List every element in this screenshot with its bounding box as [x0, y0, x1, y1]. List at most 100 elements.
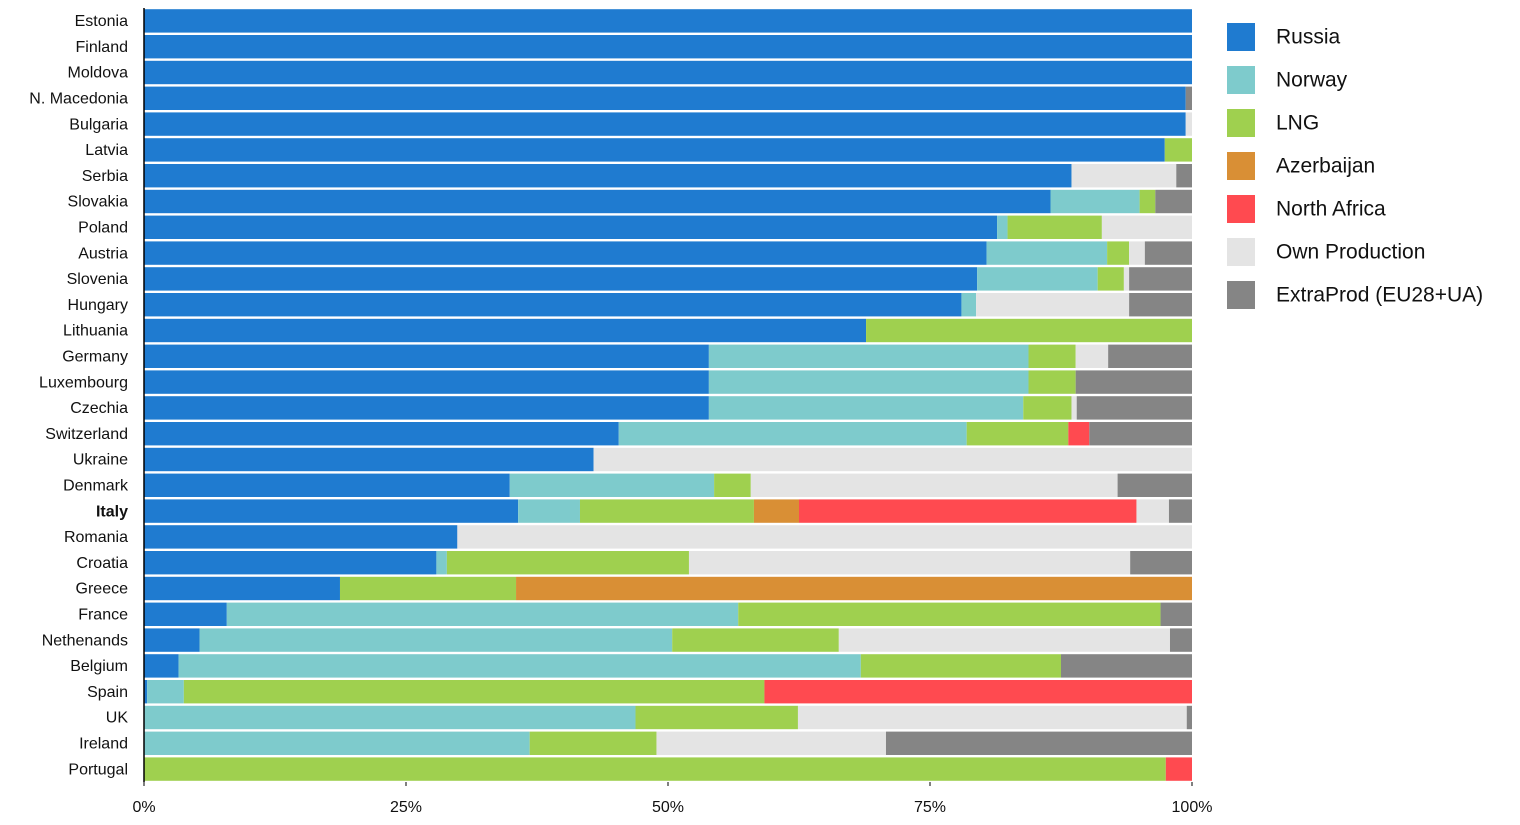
legend-swatch: [1227, 281, 1255, 309]
legend-label: North Africa: [1276, 198, 1386, 221]
bar-segment: [436, 551, 447, 575]
bar-segment: [764, 680, 1192, 704]
y-tick-label: Greece: [76, 581, 129, 598]
bar-segment: [144, 86, 1186, 110]
bar-segment: [144, 705, 636, 730]
bar-segment: [961, 293, 977, 317]
bar-segment: [144, 267, 978, 291]
bar-segment: [509, 473, 715, 497]
bar-segment: [226, 602, 739, 626]
bar-segment: [1028, 344, 1076, 368]
legend-label: Norway: [1276, 69, 1348, 92]
bar-segment: [593, 447, 1192, 472]
bar-segment: [1050, 189, 1140, 214]
bar-segment: [1130, 551, 1192, 575]
bar-segment: [1068, 422, 1090, 446]
y-tick-label: Serbia: [82, 168, 128, 185]
bar-segment: [144, 525, 458, 549]
bar-segment: [1129, 267, 1192, 291]
bar-segment: [1144, 241, 1192, 265]
y-tick-label: Croatia: [76, 555, 128, 572]
bar-segment: [1169, 628, 1192, 652]
bar-segment: [144, 318, 867, 343]
y-tick-label: UK: [106, 710, 129, 727]
bar-segment: [997, 215, 1008, 239]
bar-segment: [1165, 757, 1192, 781]
bar-segment: [144, 396, 709, 420]
bar-segment: [1071, 164, 1177, 188]
bar-segment: [144, 112, 1186, 136]
y-tick-label: Switzerland: [45, 426, 128, 443]
bar-segment: [1136, 499, 1169, 523]
bar-segment: [1168, 499, 1192, 523]
bar-segment: [1089, 422, 1192, 446]
bar-segment: [688, 551, 1131, 575]
bar-segment: [1108, 344, 1192, 368]
bar-segment: [1097, 267, 1124, 291]
bar-segment: [529, 731, 657, 755]
y-tick-label: Moldova: [68, 65, 129, 82]
bar-segment: [1160, 602, 1192, 626]
x-tick-label: 25%: [390, 799, 422, 816]
bar-segment: [144, 602, 227, 626]
bar-segment: [708, 370, 1029, 394]
legend-swatch: [1227, 152, 1255, 180]
y-tick-label: Italy: [96, 503, 128, 520]
legend-swatch: [1227, 238, 1255, 266]
bar-segment: [750, 473, 1118, 497]
bar-segment: [516, 576, 1192, 601]
bar-segment: [1176, 164, 1192, 188]
bar-segment: [1076, 396, 1192, 420]
bar-segment: [986, 241, 1108, 265]
y-tick-label: Slovakia: [68, 194, 129, 211]
bar-segment: [966, 422, 1069, 446]
bar-segment: [147, 680, 184, 704]
bar-segment: [1129, 293, 1192, 317]
y-tick-label: Belgium: [70, 658, 128, 675]
bar-segment: [1155, 189, 1192, 214]
x-tick-label: 100%: [1172, 799, 1213, 816]
bar-segment: [183, 680, 765, 704]
y-tick-label: France: [78, 607, 128, 624]
bar-segment: [144, 757, 1166, 781]
bar-segment: [144, 576, 340, 601]
bar-segment: [144, 499, 519, 523]
y-tick-label: Ireland: [79, 736, 128, 753]
bar-segment: [446, 551, 689, 575]
bar-segment: [144, 293, 962, 317]
bar-segment: [339, 576, 517, 601]
bar-segment: [144, 654, 179, 678]
bar-segment: [144, 344, 709, 368]
x-tick-label: 50%: [652, 799, 684, 816]
bar-segment: [738, 602, 1161, 626]
bar-segment: [144, 422, 619, 446]
bar-segment: [976, 293, 1130, 317]
bar-segment: [144, 628, 200, 652]
bar-segment: [656, 731, 886, 755]
bar-segment: [144, 551, 437, 575]
y-tick-label: Estonia: [75, 13, 128, 30]
bar-segment: [144, 164, 1072, 188]
bar-segment: [144, 680, 148, 704]
bar-segment: [1101, 215, 1192, 239]
bar-segment: [1071, 396, 1077, 420]
legend-swatch: [1227, 195, 1255, 223]
bar-segment: [144, 370, 709, 394]
bar-segment: [1185, 86, 1192, 110]
y-tick-label: N. Macedonia: [29, 91, 128, 108]
bar-segment: [1007, 215, 1102, 239]
y-tick-label: Finland: [76, 39, 128, 56]
bar-segment: [708, 344, 1029, 368]
bar-segment: [708, 396, 1024, 420]
bar-segment: [714, 473, 751, 497]
bar-segment: [579, 499, 754, 523]
bar-segment: [635, 705, 798, 730]
bar-segment: [618, 422, 967, 446]
bar-segment: [1028, 370, 1076, 394]
legend-swatch: [1227, 23, 1255, 51]
x-tick-label: 0%: [132, 799, 155, 816]
y-tick-label: Latvia: [85, 142, 128, 159]
y-tick-label: Denmark: [63, 478, 129, 495]
bar-segment: [977, 267, 1098, 291]
bar-segment: [144, 189, 1051, 214]
